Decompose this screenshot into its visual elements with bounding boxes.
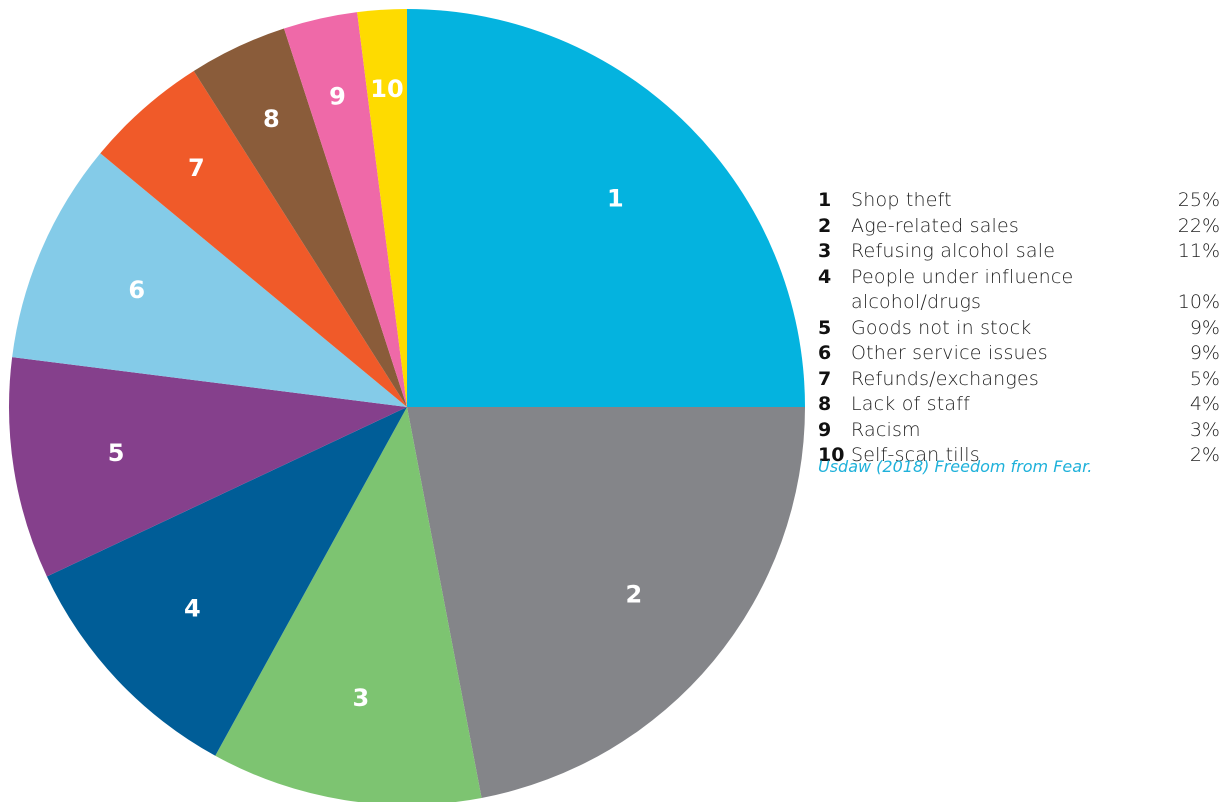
pie-slice-3 [215, 407, 482, 802]
pie-slice-label-9: 9 [329, 82, 346, 110]
legend-row: 9 Racism 3% [818, 418, 1220, 444]
legend-row: 7 Refunds/exchanges 5% [818, 367, 1220, 393]
legend-label: Lack of staff [851, 393, 971, 415]
legend-label: Refusing alcohol sale [851, 240, 1056, 262]
pie-slice-label-6: 6 [128, 276, 145, 304]
legend-label: Racism [851, 418, 921, 441]
pie-slice-7 [100, 70, 407, 408]
legend-value: 3% [1189, 418, 1220, 441]
pie-slice-1 [407, 9, 805, 407]
pie-slice-10 [357, 9, 407, 407]
legend-value: 22% [1177, 214, 1220, 237]
legend-value: 25% [1177, 189, 1220, 211]
pie-slice-label-4: 4 [184, 595, 201, 623]
legend-number: 8 [818, 393, 832, 415]
legend-value: 11% [1177, 240, 1220, 262]
legend-number: 4 [818, 265, 832, 288]
legend-label: People under influence alcohol/drugs [851, 265, 1074, 314]
legend-value: 10% [1177, 291, 1220, 313]
legend-number: 5 [818, 316, 832, 339]
pie-slice-8 [193, 28, 407, 407]
pie-slice-label-2: 2 [626, 581, 643, 609]
pie-slice-2 [407, 407, 805, 798]
legend-number: 9 [818, 418, 832, 441]
source-note: Usdaw (2018) Freedom from Fear. [818, 457, 1093, 476]
legend-row: 4 People under influence alcohol/drugs 1… [818, 265, 1220, 316]
pie-slice-9 [284, 12, 407, 407]
pie-slice-label-10: 10 [370, 75, 403, 103]
pie-slices [9, 9, 805, 802]
legend-number: 2 [818, 214, 832, 237]
legend-number: 7 [818, 367, 832, 390]
legend-label: Self-scan tills [851, 444, 980, 466]
pie-slice-label-7: 7 [188, 154, 205, 182]
pie-slice-6 [12, 153, 407, 407]
legend-row: 6 Other service issues 9% [818, 341, 1220, 367]
legend-number: 6 [818, 342, 832, 364]
legend-label: Goods not in stock [851, 316, 1032, 339]
legend-row: 1 Shop theft 25% [818, 188, 1220, 214]
legend-label: Refunds/exchanges [851, 367, 1040, 390]
pie-slice-4 [46, 407, 407, 756]
legend-value: 9% [1189, 316, 1220, 339]
legend-label: Shop theft [851, 189, 952, 211]
legend-value: 5% [1189, 367, 1220, 390]
legend-row: 5 Goods not in stock 9% [818, 316, 1220, 342]
pie-slice-labels: 1 2 3 4 5 6 7 8 9 10 [108, 75, 643, 712]
pie-slice-label-8: 8 [263, 105, 280, 133]
legend-label: Other service issues [851, 342, 1048, 364]
legend-row: 2 Age-related sales 22% [818, 214, 1220, 240]
legend-value: 4% [1189, 393, 1220, 415]
legend: 1 Shop theft 25% 2 Age-related sales 22%… [818, 188, 1220, 469]
legend-label: Age-related sales [851, 214, 1019, 237]
legend-number: 10 [818, 444, 845, 466]
legend-row: 8 Lack of staff 4% [818, 392, 1220, 418]
legend-row: 10 Self-scan tills 2% [818, 443, 1220, 469]
legend-value: 2% [1189, 444, 1220, 466]
pie-chart: 1 2 3 4 5 6 7 8 9 10 [9, 9, 805, 802]
legend-number: 3 [818, 240, 832, 262]
pie-slice-5 [9, 357, 408, 577]
legend-number: 1 [818, 189, 832, 211]
legend-row: 3 Refusing alcohol sale 11% [818, 239, 1220, 265]
pie-slice-label-3: 3 [353, 684, 370, 712]
legend-value: 9% [1189, 342, 1220, 364]
pie-slice-label-5: 5 [108, 439, 125, 467]
pie-slice-label-1: 1 [607, 185, 624, 213]
